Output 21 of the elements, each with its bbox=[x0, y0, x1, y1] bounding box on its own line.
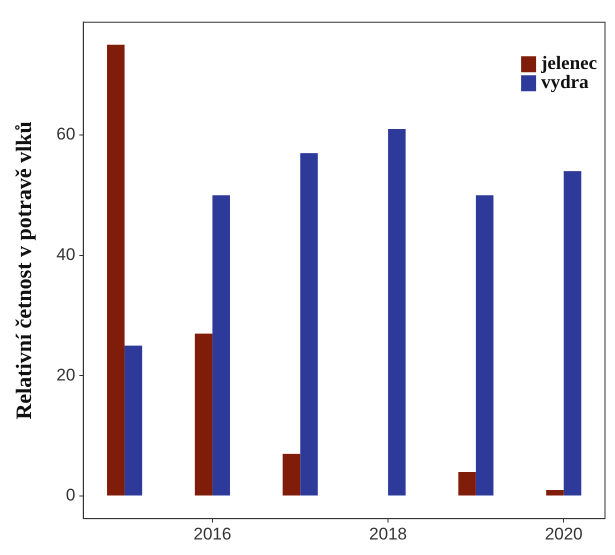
bar bbox=[212, 195, 230, 496]
bar bbox=[564, 171, 582, 496]
bar bbox=[476, 195, 494, 496]
y-tick-label: 40 bbox=[56, 245, 76, 264]
x-tick-label: 2020 bbox=[544, 524, 583, 544]
x-tick-label: 2016 bbox=[194, 524, 232, 544]
bar bbox=[282, 454, 300, 496]
legend-label: vydra bbox=[541, 72, 590, 94]
bar bbox=[388, 129, 406, 496]
bar bbox=[546, 490, 564, 496]
x-tick-label: 2018 bbox=[369, 524, 407, 544]
bar bbox=[300, 153, 318, 496]
bar bbox=[124, 346, 142, 496]
y-tick-label: 60 bbox=[56, 124, 76, 144]
bar bbox=[458, 472, 476, 496]
y-tick-label: 0 bbox=[66, 486, 76, 505]
legend-label: jelenec bbox=[540, 53, 597, 74]
bar bbox=[107, 44, 125, 496]
bar bbox=[194, 334, 212, 496]
y-axis-title: Relativní četnost v potravě vlků bbox=[10, 121, 36, 420]
y-tick-label: 20 bbox=[56, 365, 76, 384]
